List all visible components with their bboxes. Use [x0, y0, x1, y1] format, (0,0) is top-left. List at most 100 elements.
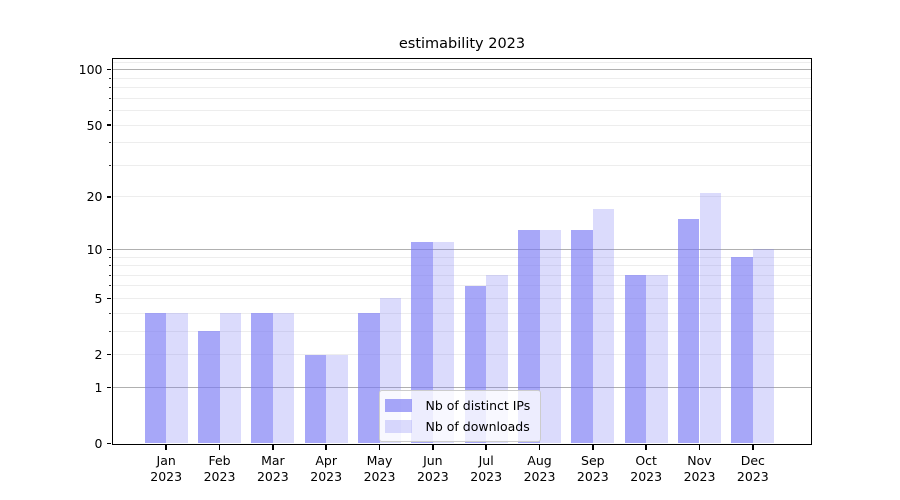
- y-tick: [107, 196, 111, 198]
- y-tick-label: 100: [78, 62, 103, 78]
- bar-distinct-ips-mar: [251, 313, 273, 444]
- gridline-y-minor: [112, 61, 811, 63]
- y-minor-tick: [108, 164, 111, 166]
- gridline-y-minor: [112, 265, 811, 267]
- legend-swatch-downloads: [384, 420, 412, 433]
- y-minor-tick: [108, 285, 111, 287]
- y-minor-tick: [108, 110, 111, 112]
- y-minor-tick: [108, 330, 111, 332]
- gridline-y-minor: [112, 285, 811, 287]
- x-tick-label: Nov 2023: [683, 452, 716, 485]
- bar-distinct-ips-may: [358, 313, 380, 444]
- y-minor-tick: [108, 77, 111, 79]
- bar-downloads-apr: [326, 354, 348, 444]
- gridline-y-minor: [112, 354, 811, 356]
- bar-downloads-jan: [166, 313, 188, 444]
- x-tick-label: Apr 2023: [310, 452, 343, 485]
- y-tick: [107, 248, 111, 251]
- gridline-y-minor: [112, 142, 811, 144]
- y-minor-tick: [108, 87, 111, 89]
- x-tick: [592, 445, 594, 450]
- x-tick: [218, 445, 221, 450]
- gridline-y-minor: [112, 164, 811, 166]
- gridline-y-minor: [112, 124, 811, 126]
- gridline-y-major: [112, 386, 811, 388]
- y-tick: [107, 124, 111, 126]
- x-tick: [698, 445, 701, 450]
- y-minor-tick: [108, 274, 111, 276]
- x-tick: [752, 445, 754, 450]
- bar-downloads-nov: [699, 193, 721, 444]
- bar-downloads-feb: [219, 313, 241, 444]
- x-tick-label: Sep 2023: [576, 452, 609, 485]
- y-tick-label: 5: [94, 290, 103, 306]
- gridline-y-minor: [112, 256, 811, 258]
- bar-downloads-oct: [646, 275, 668, 444]
- x-tick-label: Jan 2023: [150, 452, 183, 485]
- legend-item-distinct-ips: Nb of distinct IPs: [384, 396, 535, 415]
- x-tick: [485, 445, 487, 450]
- y-tick-label: 0: [94, 436, 103, 451]
- gridline-y-minor: [112, 297, 811, 299]
- legend-swatch-distinct-ips: [384, 399, 412, 412]
- y-tick: [107, 353, 111, 356]
- legend-label-downloads: Nb of downloads: [425, 419, 530, 434]
- y-tick-label: 20: [86, 189, 103, 205]
- y-tick-label: 2: [94, 347, 103, 363]
- legend: Nb of distinct IPs Nb of downloads: [378, 390, 542, 442]
- gridline-y-major: [112, 248, 811, 250]
- y-minor-tick: [108, 312, 111, 314]
- bar-downloads-dec: [752, 249, 775, 444]
- y-tick: [107, 68, 111, 71]
- bar-downloads-sep: [592, 209, 615, 444]
- y-minor-tick: [108, 256, 111, 258]
- y-tick-label: 50: [86, 117, 103, 133]
- y-minor-tick: [108, 97, 111, 99]
- gridline-y-minor: [112, 110, 811, 112]
- legend-item-downloads: Nb of downloads: [384, 417, 535, 436]
- x-tick: [378, 445, 381, 450]
- legend-label-distinct-ips: Nb of distinct IPs: [425, 398, 531, 413]
- gridline-y-minor: [112, 87, 811, 89]
- bar-distinct-ips-sep: [571, 229, 593, 444]
- x-tick: [272, 445, 274, 450]
- gridline-y-minor: [112, 312, 811, 314]
- x-tick-label: May 2023: [363, 452, 396, 485]
- bar-distinct-ips-nov: [678, 218, 700, 444]
- y-tick-label: 1: [94, 379, 103, 395]
- x-tick: [538, 445, 541, 450]
- x-tick-label: Aug 2023: [523, 452, 556, 485]
- gridline-y-minor: [112, 77, 811, 79]
- gridline-y-minor: [112, 196, 811, 198]
- gridline-y-minor: [112, 274, 811, 276]
- y-tick: [107, 386, 111, 389]
- gridline-y-major: [112, 69, 811, 71]
- y-minor-tick: [108, 265, 111, 267]
- bar-downloads-mar: [272, 313, 295, 444]
- x-tick-label: Jul 2023: [470, 452, 503, 485]
- x-tick: [432, 445, 434, 450]
- x-tick: [645, 445, 647, 450]
- gridline-y-minor: [112, 97, 811, 99]
- bar-downloads-aug: [539, 229, 561, 444]
- y-minor-tick: [108, 142, 111, 144]
- x-tick-label: Oct 2023: [630, 452, 663, 485]
- x-tick: [325, 445, 327, 450]
- bar-distinct-ips-oct: [624, 275, 647, 444]
- bar-distinct-ips-apr: [304, 354, 327, 444]
- y-tick: [107, 297, 111, 300]
- x-tick: [165, 445, 167, 450]
- x-tick-label: Mar 2023: [256, 452, 289, 485]
- chart-title: estimability 2023: [398, 36, 526, 52]
- bar-distinct-ips-feb: [198, 331, 220, 444]
- gridline-y-minor: [112, 330, 811, 332]
- bar-distinct-ips-jan: [144, 313, 167, 444]
- x-tick-label: Jun 2023: [416, 452, 449, 485]
- y-tick-label: 10: [86, 241, 103, 257]
- x-tick-label: Dec 2023: [736, 452, 769, 485]
- x-tick-label: Feb 2023: [203, 452, 236, 485]
- plot-area: Nb of distinct IPs Nb of downloads 100 50…: [79, 57, 812, 484]
- y-tick: [107, 442, 111, 445]
- bar-distinct-ips-dec: [731, 257, 753, 444]
